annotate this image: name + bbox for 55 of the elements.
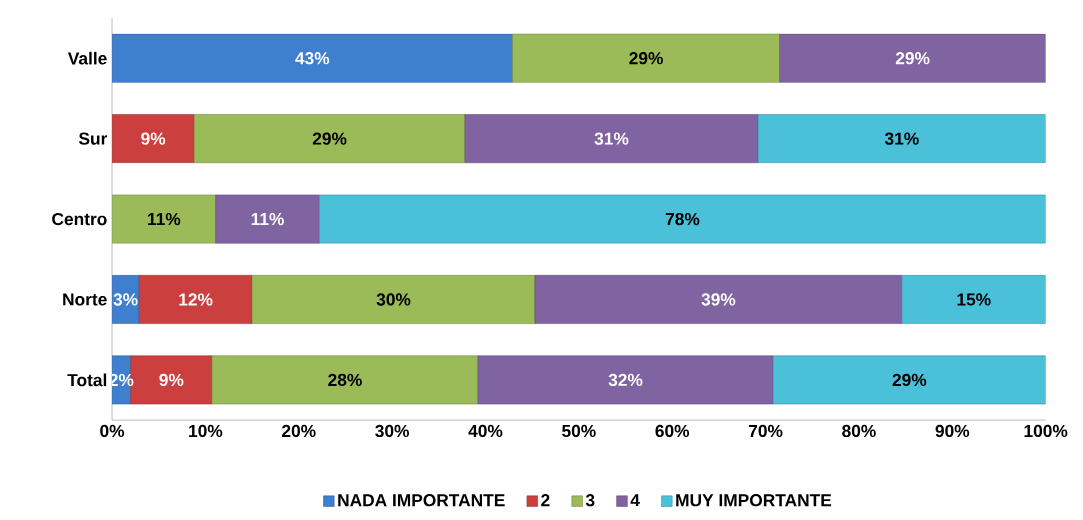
data-label: 29%	[892, 373, 927, 386]
data-label: 15%	[957, 293, 991, 306]
data-label: 31%	[884, 132, 919, 145]
bar	[211, 355, 479, 405]
data-label: 28%	[328, 373, 362, 386]
bar	[138, 275, 253, 324]
data-label: 39%	[701, 293, 736, 306]
bar	[215, 194, 320, 244]
data-label: 30%	[376, 293, 411, 306]
legend-label: NADA IMPORTANTE	[338, 494, 505, 507]
bar	[193, 114, 466, 163]
x-tick-label: 70%	[748, 424, 783, 438]
data-label: 3%	[113, 293, 138, 306]
x-tick-label: 10%	[189, 424, 223, 438]
legend-label: 4	[630, 494, 640, 507]
legend-label: 2	[541, 494, 550, 507]
x-tick-label: 90%	[935, 424, 970, 438]
x-tick-label: 100%	[1024, 424, 1068, 438]
x-tick-label: 30%	[375, 424, 410, 438]
bar	[112, 194, 216, 244]
bar	[757, 114, 1046, 163]
legend-label: 3	[585, 494, 595, 507]
x-tick-label: 40%	[468, 424, 503, 438]
bar	[512, 33, 780, 83]
bar	[901, 275, 1046, 324]
y-tick-label: Norte	[63, 293, 107, 306]
bar	[319, 194, 1046, 244]
legend-label: MUY IMPORTANTE	[676, 494, 832, 507]
data-label: 31%	[594, 132, 629, 145]
x-tick-label: 60%	[655, 424, 690, 438]
bar	[112, 114, 195, 163]
bar	[464, 114, 759, 163]
data-label: 29%	[629, 52, 663, 65]
data-label: 11%	[251, 212, 284, 226]
data-label: 29%	[312, 132, 347, 145]
bar	[534, 275, 903, 324]
data-label: 32%	[608, 373, 643, 386]
data-label: 43%	[295, 52, 330, 65]
bar	[477, 355, 774, 405]
y-tick-label: Total	[67, 373, 107, 387]
x-tick-label: 50%	[562, 424, 596, 438]
y-tick-label: Centro	[52, 212, 107, 226]
y-tick-label: Valle	[67, 51, 107, 65]
data-label: 12%	[179, 293, 213, 306]
bar	[251, 275, 536, 324]
data-label: 29%	[895, 52, 930, 65]
x-tick-label: 80%	[842, 424, 876, 438]
data-label: 9%	[141, 132, 166, 145]
data-label: 11%	[148, 212, 181, 226]
x-tick-label: 20%	[282, 424, 316, 438]
y-tick-label: Sur	[78, 132, 108, 145]
x-tick-label: 0%	[100, 424, 125, 438]
data-label: 9%	[159, 373, 184, 386]
bar	[779, 33, 1046, 83]
data-label: 78%	[665, 212, 700, 226]
